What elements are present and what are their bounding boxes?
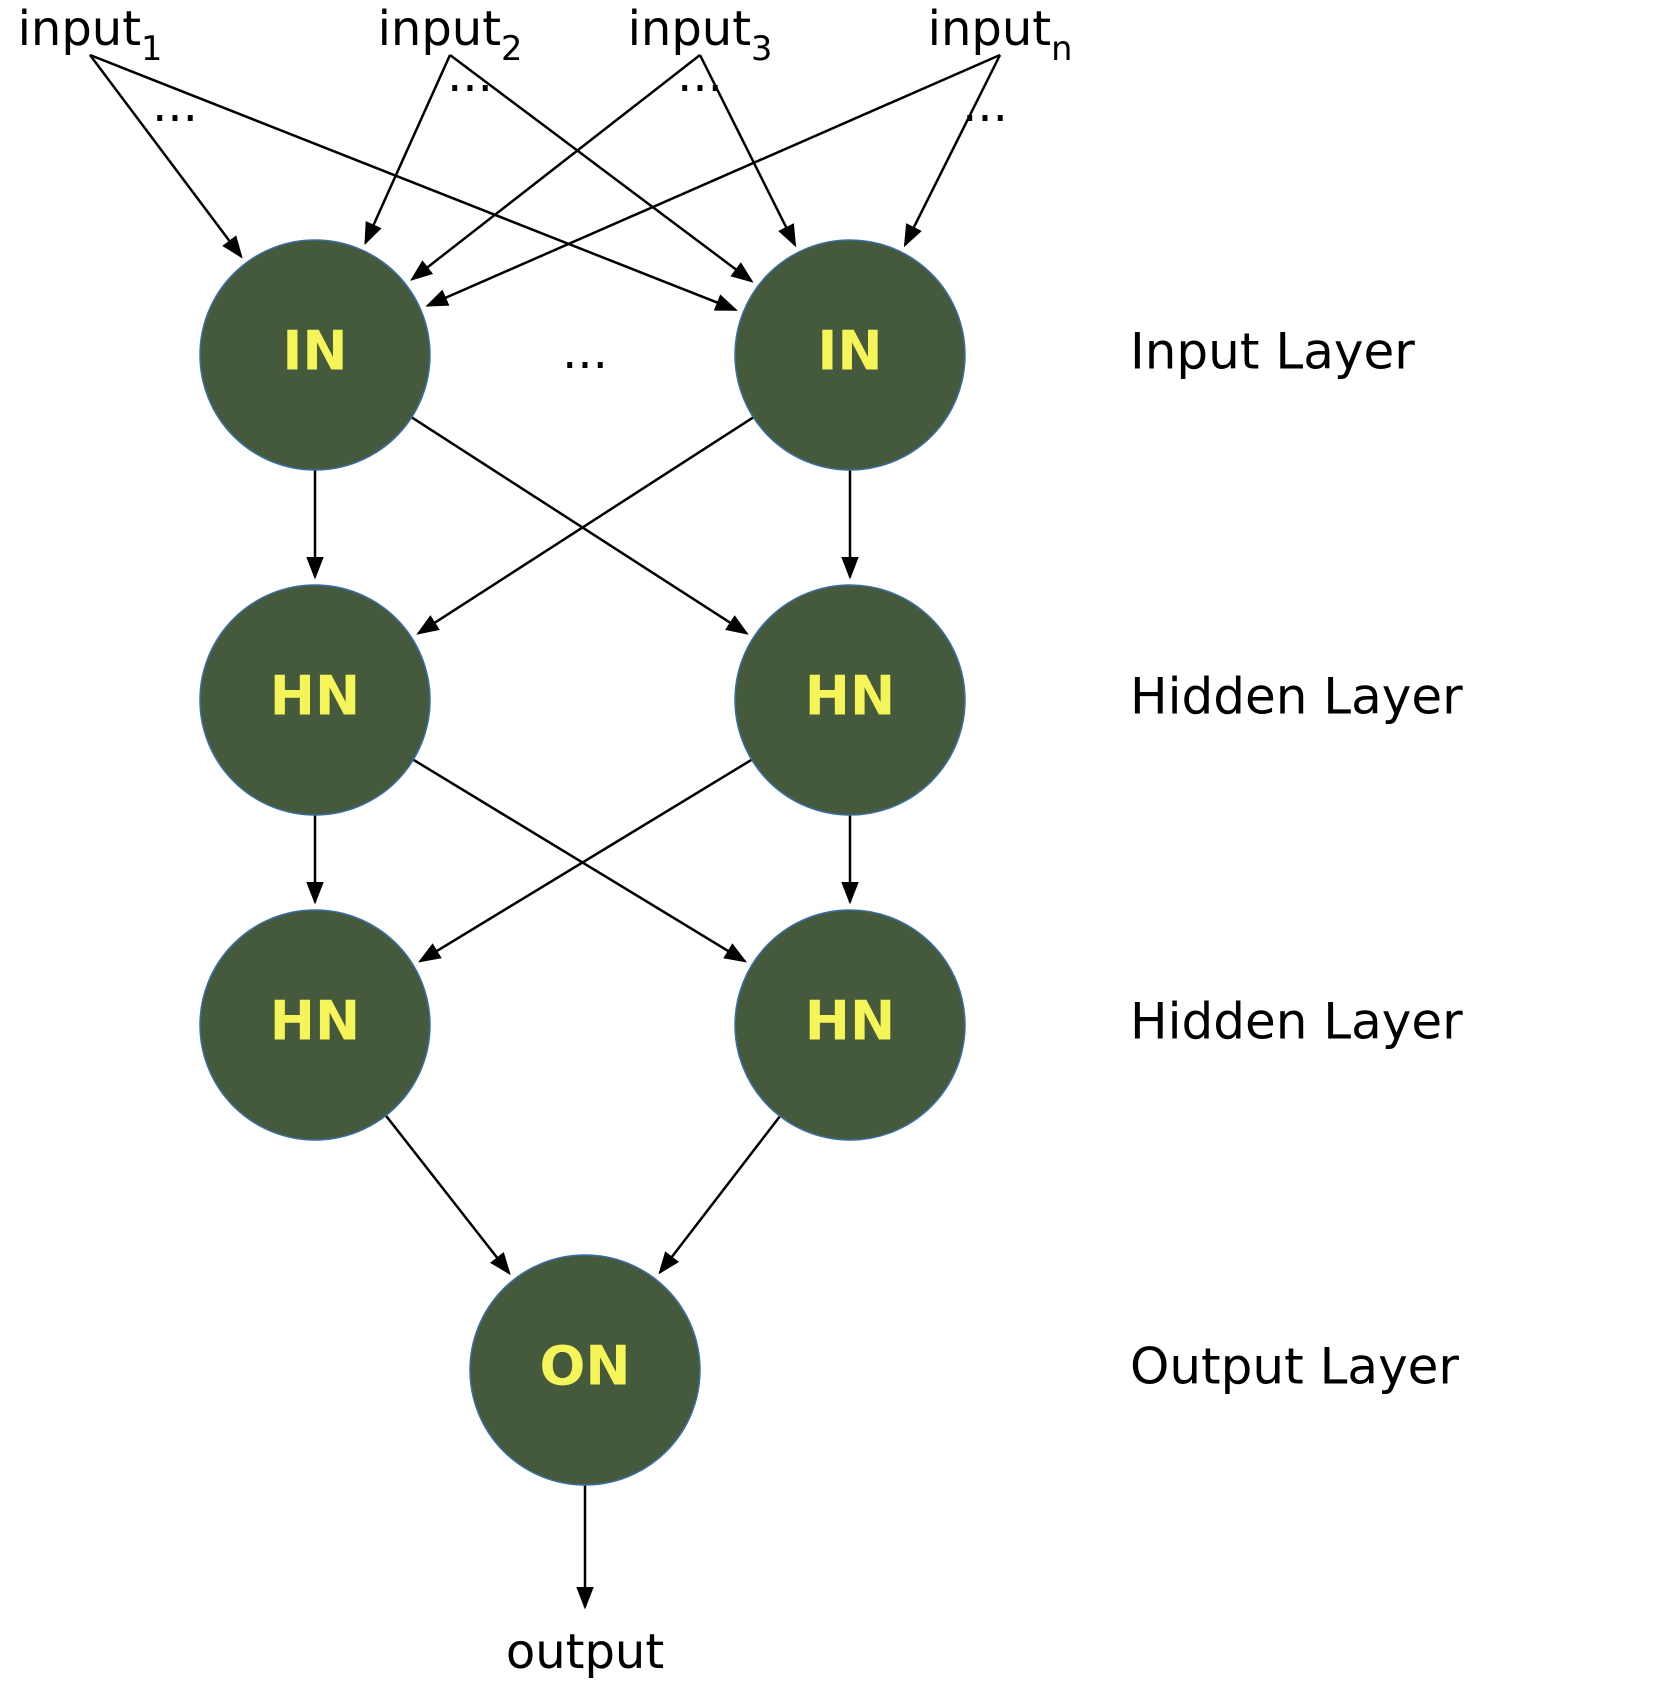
layer-label-0: Input Layer: [1130, 323, 1415, 381]
node-label-in_r: IN: [817, 320, 882, 383]
edge-arrow: [660, 1116, 780, 1272]
node-label-h1_r: HN: [805, 665, 895, 728]
top-ellipsis-0: ...: [152, 77, 198, 133]
node-label-h2_l: HN: [270, 990, 360, 1053]
edge-arrow: [365, 55, 450, 243]
edge-arrow: [412, 417, 747, 633]
edge-arrow: [386, 1116, 509, 1274]
edge-arrow: [420, 760, 752, 961]
node-label-on: ON: [539, 1335, 630, 1398]
neural-network-diagram: ININHNHNHNHNONinput1input2input3inputn..…: [0, 0, 1677, 1692]
layer-label-2: Hidden Layer: [1130, 993, 1463, 1051]
top-ellipsis-1: ...: [447, 47, 493, 103]
output-label: output: [506, 1624, 664, 1680]
edge-arrow: [418, 417, 753, 633]
edge-arrow: [413, 760, 745, 961]
mid-ellipsis: ...: [562, 324, 608, 380]
layer-label-3: Output Layer: [1130, 1338, 1459, 1396]
node-label-in_l: IN: [282, 320, 347, 383]
node-label-h1_l: HN: [270, 665, 360, 728]
layer-label-1: Hidden Layer: [1130, 668, 1463, 726]
input-label-1: input1: [18, 1, 163, 68]
top-ellipsis-2: ...: [677, 47, 723, 103]
top-ellipsis-3: ...: [962, 77, 1008, 133]
node-label-h2_r: HN: [805, 990, 895, 1053]
